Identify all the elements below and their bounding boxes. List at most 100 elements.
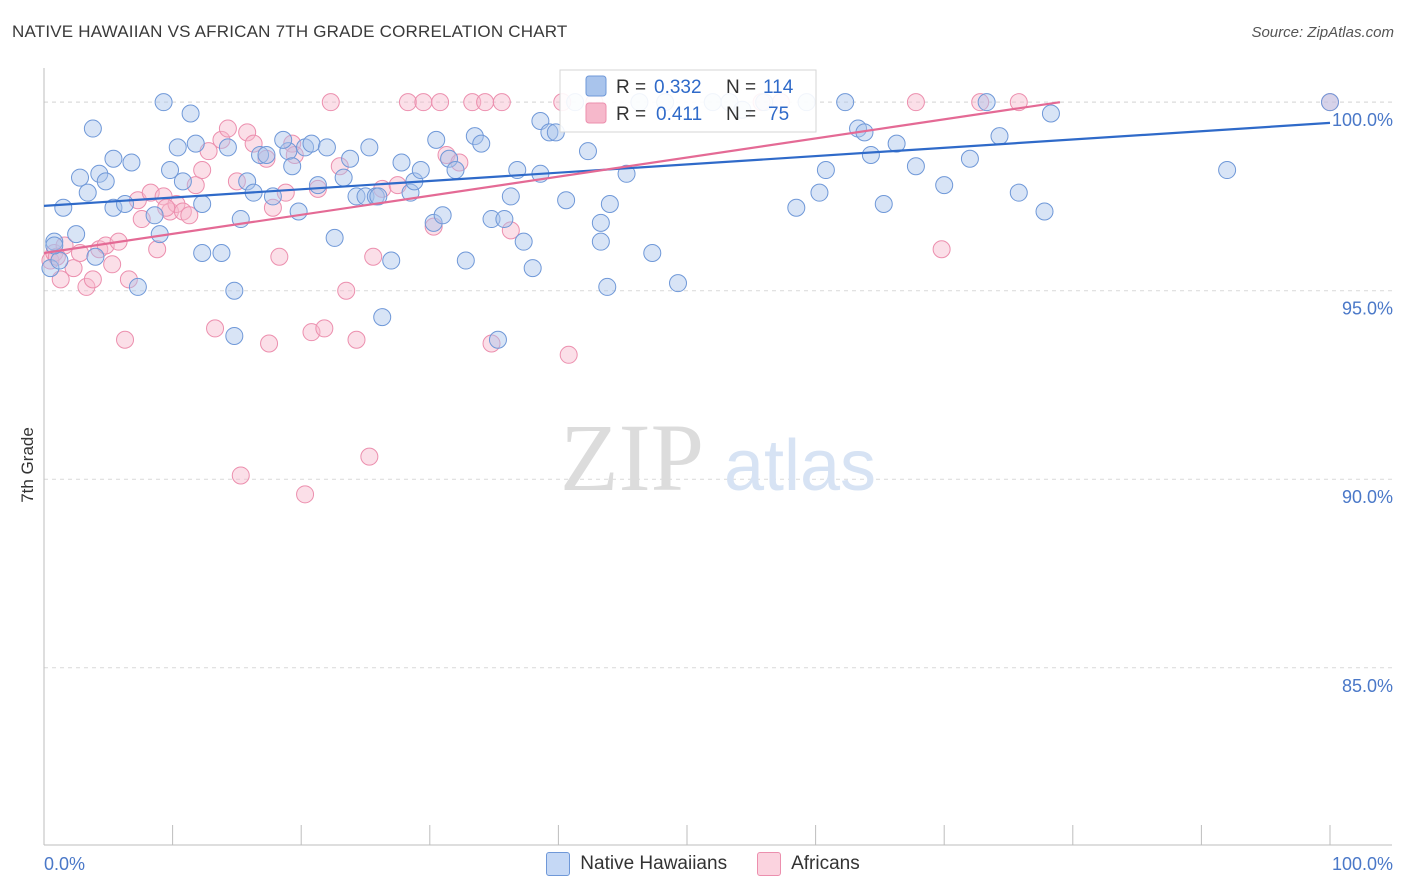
legend-label-africans: Africans bbox=[791, 853, 860, 874]
x-tick-label: 0.0% bbox=[44, 854, 85, 874]
africans-point bbox=[270, 247, 289, 266]
africans-point bbox=[260, 334, 279, 353]
tick-labels: 100.0% 95.0% 90.0% 85.0% 0.0% 100.0% bbox=[44, 110, 1393, 874]
native-hawaiians-point bbox=[104, 149, 123, 168]
y-tick-label: 85.0% bbox=[1342, 676, 1393, 696]
native-hawaiians-point bbox=[440, 149, 459, 168]
native-hawaiians-point bbox=[145, 206, 164, 225]
native-hawaiians-point bbox=[433, 206, 452, 225]
native-hawaiians-point bbox=[1035, 202, 1054, 221]
legend-label-native-hawaiians: Native Hawaiians bbox=[580, 853, 728, 874]
native-hawaiians-point bbox=[392, 153, 411, 172]
native-hawaiians-point bbox=[373, 308, 392, 327]
africans-point bbox=[103, 255, 122, 274]
native-hawaiians-point bbox=[251, 145, 270, 164]
legend-r-label-1: R = bbox=[616, 77, 646, 98]
africans-point bbox=[559, 345, 578, 364]
africans-point bbox=[501, 221, 520, 240]
africans-point bbox=[330, 157, 349, 176]
africans-trend-line bbox=[43, 101, 1061, 255]
africans-point bbox=[119, 270, 138, 289]
native-hawaiians-point bbox=[990, 127, 1009, 146]
native-hawaiians-point bbox=[887, 134, 906, 153]
native-hawaiians-point bbox=[935, 176, 954, 195]
native-hawaiians-point bbox=[308, 176, 327, 195]
africans-point bbox=[206, 319, 225, 338]
legend-n-value-2: 75 bbox=[768, 104, 789, 125]
native-hawaiians-point bbox=[122, 153, 141, 172]
native-hawaiians-point bbox=[1218, 161, 1237, 180]
africans-point bbox=[148, 240, 167, 259]
source-label: Source: ZipAtlas.com bbox=[1251, 24, 1394, 41]
native-hawaiians-point bbox=[289, 202, 308, 221]
africans-point bbox=[492, 93, 511, 112]
native-hawaiians-point bbox=[482, 210, 501, 229]
native-hawaiians-point bbox=[643, 243, 662, 262]
watermark-atlas: atlas bbox=[724, 426, 876, 506]
native-hawaiians-point bbox=[86, 247, 105, 266]
legend-swatch-native-hawaiians bbox=[546, 852, 571, 876]
native-hawaiians-point bbox=[1041, 104, 1060, 123]
y-tick-label: 90.0% bbox=[1342, 487, 1393, 507]
africans-point bbox=[347, 330, 366, 349]
native-hawaiians-point bbox=[181, 104, 200, 123]
native-hawaiians-point bbox=[1009, 183, 1028, 202]
native-hawaiians-point bbox=[341, 149, 360, 168]
native-hawaiians-point bbox=[168, 138, 187, 157]
correlation-legend: R = 0.332 N = 114 R = 0.411 N = 75 bbox=[559, 69, 817, 133]
native-hawaiians-point bbox=[128, 277, 147, 296]
legend-r-label-2: R = bbox=[616, 104, 646, 125]
native-hawaiians-point bbox=[465, 127, 484, 146]
africans-point bbox=[476, 93, 495, 112]
africans-point bbox=[906, 93, 925, 112]
native-hawaiians-point bbox=[334, 168, 353, 187]
africans-point bbox=[212, 130, 231, 149]
native-hawaiians-point bbox=[906, 157, 925, 176]
native-hawaiians-point bbox=[1321, 93, 1339, 112]
native-hawaiians-point bbox=[810, 183, 829, 202]
native-hawaiians-point bbox=[317, 138, 336, 157]
native-hawaiians-point bbox=[71, 168, 90, 187]
axes bbox=[43, 68, 1392, 846]
native-hawaiians-point bbox=[274, 130, 293, 149]
native-hawaiians-point bbox=[427, 130, 446, 149]
africans-point bbox=[180, 206, 199, 225]
native-hawaiians-point bbox=[90, 164, 109, 183]
native-hawaiians-point bbox=[186, 134, 205, 153]
native-hawaiians-point bbox=[302, 134, 321, 153]
native-hawaiians-point bbox=[360, 138, 379, 157]
africans-point bbox=[431, 93, 450, 112]
africans-point bbox=[244, 134, 263, 153]
native-hawaiians-point bbox=[472, 134, 491, 153]
native-hawaiians-point bbox=[446, 161, 465, 180]
native-hawaiians-point bbox=[557, 191, 576, 210]
watermark: ZIP atlas bbox=[560, 404, 876, 511]
legend-r-value-2: 0.411 bbox=[656, 104, 702, 125]
native-hawaiians-point bbox=[193, 243, 212, 262]
africans-point bbox=[167, 194, 186, 213]
native-hawaiians-point bbox=[257, 145, 276, 164]
native-hawaiians-point bbox=[578, 142, 597, 161]
africans-point bbox=[463, 93, 482, 112]
africans-point bbox=[231, 466, 250, 485]
native-hawaiians-point bbox=[960, 149, 979, 168]
native-hawaiians-point bbox=[78, 183, 97, 202]
native-hawaiians-point bbox=[83, 119, 102, 138]
x-tick-label: 100.0% bbox=[1332, 854, 1393, 874]
trend-lines bbox=[43, 101, 1331, 255]
africans-point bbox=[337, 281, 356, 300]
africans-point bbox=[321, 93, 340, 112]
africans-point bbox=[193, 161, 212, 180]
africans-point bbox=[315, 319, 334, 338]
native-hawaiians-point bbox=[977, 93, 996, 112]
native-hawaiians-point bbox=[382, 251, 401, 270]
native-hawaiians-point bbox=[212, 243, 231, 262]
native-hawaiians-point bbox=[325, 228, 344, 247]
y-axis-label: 7th Grade bbox=[18, 427, 37, 503]
legend-n-value-1: 114 bbox=[763, 77, 794, 98]
native-hawaiians-point bbox=[67, 225, 86, 244]
native-hawaiians-point bbox=[495, 210, 514, 229]
africans-point bbox=[227, 172, 246, 191]
native-hawaiians-point bbox=[591, 232, 610, 251]
native-hawaiians-point bbox=[787, 198, 806, 217]
